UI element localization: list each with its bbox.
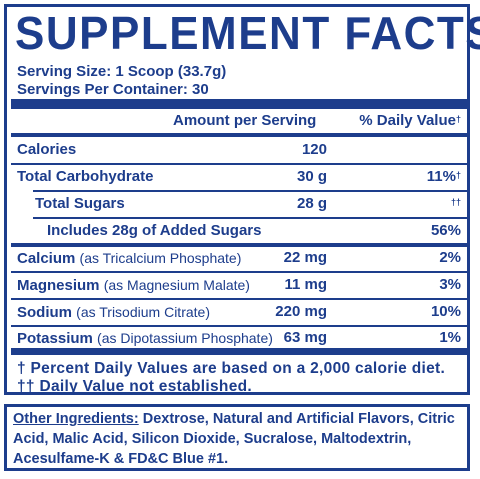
footnote-daily-values: † Percent Daily Values are based on a 2,…: [17, 360, 446, 377]
nutrient-dv-value: 2%: [439, 249, 461, 266]
bottom-thick-divider: [11, 348, 469, 355]
row-divider: [33, 217, 469, 219]
row-divider: [33, 190, 469, 192]
nutrient-amount: 28 g: [296, 195, 327, 212]
nutrient-amount: 22 mg: [283, 249, 327, 266]
top-thick-divider: [11, 99, 469, 109]
nutrient-source: (as Dipotassium Phosphate): [97, 330, 273, 346]
nutrient-name: Calories: [17, 141, 77, 158]
nutrient-source: (as Magnesium Malate): [103, 277, 250, 293]
nutrient-name: Sodium (as Trisodium Citrate): [17, 300, 210, 325]
nutrient-row-magnesium: Magnesium (as Magnesium Malate) 11 mg 3%: [7, 273, 467, 297]
nutrient-name: Calcium (as Tricalcium Phosphate): [17, 246, 241, 271]
nutrient-name-text: Sodium: [17, 304, 72, 321]
nutrient-dv: 3%: [439, 273, 461, 297]
nutrient-name-text: Potassium: [17, 330, 93, 347]
nutrient-dv: 2%: [439, 246, 461, 270]
nutrient-amount: 220 mg: [275, 303, 327, 320]
nutrient-source: (as Tricalcium Phosphate): [79, 250, 242, 266]
daily-value-header: % Daily Value†: [359, 111, 461, 131]
nutrient-row-potassium: Potassium (as Dipotassium Phosphate) 63 …: [7, 326, 467, 350]
supplement-facts-panel: SUPPLEMENT FACTS Serving Size: 1 Scoop (…: [4, 4, 480, 395]
nutrient-dv: 10%: [431, 300, 461, 324]
row-divider: [11, 298, 469, 300]
other-ingredients-box: Other Ingredients: Dextrose, Natural and…: [4, 404, 470, 471]
nutrient-name: Total Sugars: [35, 195, 125, 212]
other-ingredients-text: Dextrose, Natural and Artificial Flavors…: [13, 411, 455, 467]
nutrient-row-total-sugars: Total Sugars 28 g ††: [7, 192, 467, 216]
nutrient-dv-mark: †: [455, 170, 461, 180]
nutrient-dv: 56%: [431, 219, 461, 243]
nutrient-name-text: Calcium: [17, 250, 76, 267]
panel-title: SUPPLEMENT FACTS: [15, 7, 480, 60]
nutrient-dv: 11%†: [427, 165, 461, 189]
nutrient-dv-value: 3%: [439, 276, 461, 293]
nutrient-row-calcium: Calcium (as Tricalcium Phosphate) 22 mg …: [7, 246, 467, 270]
nutrient-name: Total Carbohydrate: [17, 168, 154, 185]
nutrient-dv-mark: ††: [450, 197, 461, 207]
nutrient-amount: 63 mg: [283, 329, 327, 346]
nutrient-row-sodium: Sodium (as Trisodium Citrate) 220 mg 10%: [7, 300, 467, 324]
row-divider: [11, 163, 469, 165]
nutrient-source: (as Trisodium Citrate): [76, 304, 210, 320]
amount-per-serving-header: Amount per Serving: [173, 112, 317, 129]
nutrient-dv-value: 11%: [426, 168, 456, 185]
nutrient-row-total-carbohydrate: Total Carbohydrate 30 g 11%†: [7, 165, 467, 189]
nutrient-name: Magnesium (as Magnesium Malate): [17, 273, 250, 298]
nutrient-dv-value: 1%: [439, 329, 461, 346]
nutrient-name-text: Magnesium: [17, 277, 100, 294]
nutrient-row-calories: Calories 120: [7, 138, 467, 162]
serving-size: Serving Size: 1 Scoop (33.7g): [17, 63, 227, 80]
row-divider: [11, 325, 469, 327]
footnote-not-established: †† Daily Value not established.: [17, 378, 252, 395]
header-divider: [11, 133, 469, 137]
nutrient-amount: 11 mg: [284, 276, 327, 293]
nutrient-dv: 1%: [439, 326, 461, 350]
nutrient-amount: 30 g: [296, 168, 327, 185]
nutrient-name: Includes 28g of Added Sugars: [47, 222, 262, 239]
row-divider: [11, 271, 469, 273]
nutrient-amount: 120: [301, 141, 327, 158]
other-ingredients-label: Other Ingredients:: [13, 411, 139, 427]
nutrient-dv: ††: [451, 192, 461, 216]
row-divider: [11, 243, 469, 247]
nutrient-row-added-sugars: Includes 28g of Added Sugars 56%: [7, 219, 467, 243]
daily-value-header-label: % Daily Value: [359, 112, 456, 129]
daily-value-header-mark: †: [455, 114, 461, 124]
nutrient-dv-value: 10%: [430, 303, 461, 320]
nutrient-name: Potassium (as Dipotassium Phosphate): [17, 326, 273, 351]
nutrient-dv-value: 56%: [430, 222, 461, 239]
servings-per-container: Servings Per Container: 30: [17, 81, 209, 98]
